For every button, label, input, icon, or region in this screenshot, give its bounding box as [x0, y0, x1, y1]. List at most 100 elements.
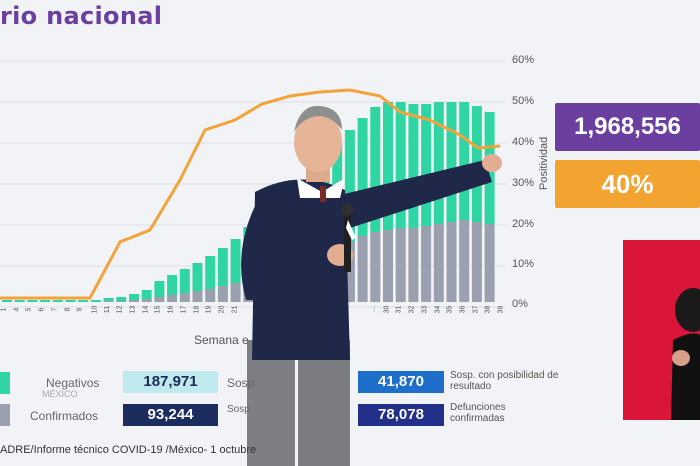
week-tick: ... — [369, 306, 377, 313]
bar-confirmados — [357, 236, 368, 302]
week-tick: 1 — [0, 307, 8, 312]
defunciones-value: 78,078 — [358, 404, 444, 426]
week-tick: 4 — [13, 307, 21, 312]
bar-confirmados — [370, 232, 381, 302]
tick-20: 20% — [512, 218, 535, 230]
bar-negativos — [433, 102, 444, 224]
bar-negativos — [52, 300, 63, 302]
bar-confirmados — [408, 228, 419, 302]
week-tick: 9 — [76, 307, 84, 312]
week-tick: 35 — [446, 305, 454, 314]
bar-negativos — [459, 102, 470, 220]
bar-confirmados — [116, 301, 127, 302]
bar-confirmados — [129, 300, 139, 302]
bar-confirmados — [395, 228, 406, 302]
mexico-logo: MÉXICO — [42, 389, 78, 399]
bar-confirmados — [103, 301, 114, 302]
bar-confirmados — [192, 291, 203, 302]
positivity-line — [0, 88, 501, 300]
bar-negativos — [383, 102, 393, 230]
week-tick: 5 — [25, 307, 33, 312]
bar-negativos — [344, 130, 355, 242]
week-tick: 19 — [205, 305, 213, 314]
sosp-resultado-value: 41,870 — [358, 371, 444, 393]
bar-negativos — [217, 248, 228, 286]
bar-confirmados — [446, 222, 457, 302]
week-tick: 31 — [395, 305, 403, 314]
bar-confirmados — [433, 224, 444, 302]
tick-10: 10% — [512, 258, 535, 270]
week-tick: 16 — [167, 305, 175, 314]
bar-confirmados — [154, 297, 165, 302]
week-tick: 37 — [471, 305, 479, 314]
bar-confirmados — [471, 222, 482, 302]
week-tick: 21 — [230, 305, 238, 314]
negativos-label: Negativos — [46, 376, 100, 390]
week-tick: 30 — [383, 305, 391, 314]
bar-negativos — [103, 298, 114, 301]
bar-negativos — [421, 104, 432, 226]
negativos-swatch — [0, 372, 10, 394]
week-tick: 32 — [408, 305, 416, 314]
bar-confirmados — [179, 293, 190, 302]
sosp-resultado-label: Sosp. con posibilidad de resultado — [450, 370, 559, 392]
bar-confirmados — [383, 230, 393, 302]
bar-negativos — [90, 300, 101, 302]
week-tick: 15 — [154, 305, 162, 314]
bar-negativos — [230, 239, 241, 283]
interpreter-figure — [671, 288, 700, 420]
defunciones-label: Defunciones confirmadas — [450, 402, 506, 424]
bar-negativos — [65, 300, 76, 302]
bar-confirmados — [230, 283, 241, 302]
week-tick: 6 — [38, 307, 46, 312]
bar-negativos — [395, 102, 406, 228]
week-tick: 12 — [116, 305, 124, 314]
tick-0: 0% — [512, 298, 528, 310]
positivity-badge: 40% — [555, 160, 700, 208]
week-tick: 39 — [497, 305, 505, 314]
bar-negativos — [205, 256, 216, 289]
y-axis-label: Positividad — [538, 136, 550, 190]
bar-negativos — [27, 300, 38, 302]
confirmados-swatch — [0, 404, 10, 426]
bar-negativos — [154, 281, 165, 297]
bar-negativos — [167, 275, 178, 295]
footer-source: ADRE/Informe técnico COVID-19 /México- 1… — [0, 444, 257, 456]
total-tests-badge: 1,968,556 — [555, 103, 700, 151]
week-tick: 36 — [459, 305, 467, 314]
bar-negativos — [40, 300, 51, 302]
bar-negativos — [116, 297, 127, 301]
week-tick: 18 — [192, 305, 200, 314]
bar-negativos — [129, 294, 139, 300]
week-tick: 38 — [484, 305, 492, 314]
bar-negativos — [141, 290, 152, 299]
week-tick: 14 — [142, 305, 150, 314]
bar-negativos — [179, 269, 190, 293]
tick-50: 50% — [512, 95, 535, 107]
bar-negativos — [78, 300, 89, 302]
confirmados-label: Confirmados — [30, 409, 99, 423]
sign-language-interpreter-box — [623, 240, 700, 420]
week-tick: 34 — [433, 305, 441, 314]
week-tick: 7 — [51, 307, 59, 312]
page-title: rio nacional — [0, 2, 163, 30]
week-tick: 13 — [129, 305, 137, 314]
confirmados-value: 93,244 — [123, 404, 218, 426]
bar-negativos — [446, 102, 457, 222]
x-axis-label: Semana e — [194, 333, 249, 347]
week-tick: 33 — [421, 305, 429, 314]
sosp-label-1: Sosp — [227, 376, 255, 390]
bar-negativos — [14, 300, 25, 302]
bar-negativos — [408, 104, 419, 228]
bar-confirmados — [484, 224, 495, 302]
speaker — [241, 105, 502, 466]
tick-60: 60% — [512, 54, 535, 66]
week-tick: 17 — [180, 305, 188, 314]
week-tick: 10 — [91, 305, 99, 314]
bar-confirmados — [217, 286, 228, 302]
negativos-value: 187,971 — [123, 371, 218, 393]
bar-confirmados — [459, 220, 470, 302]
bar-negativos — [192, 263, 203, 291]
